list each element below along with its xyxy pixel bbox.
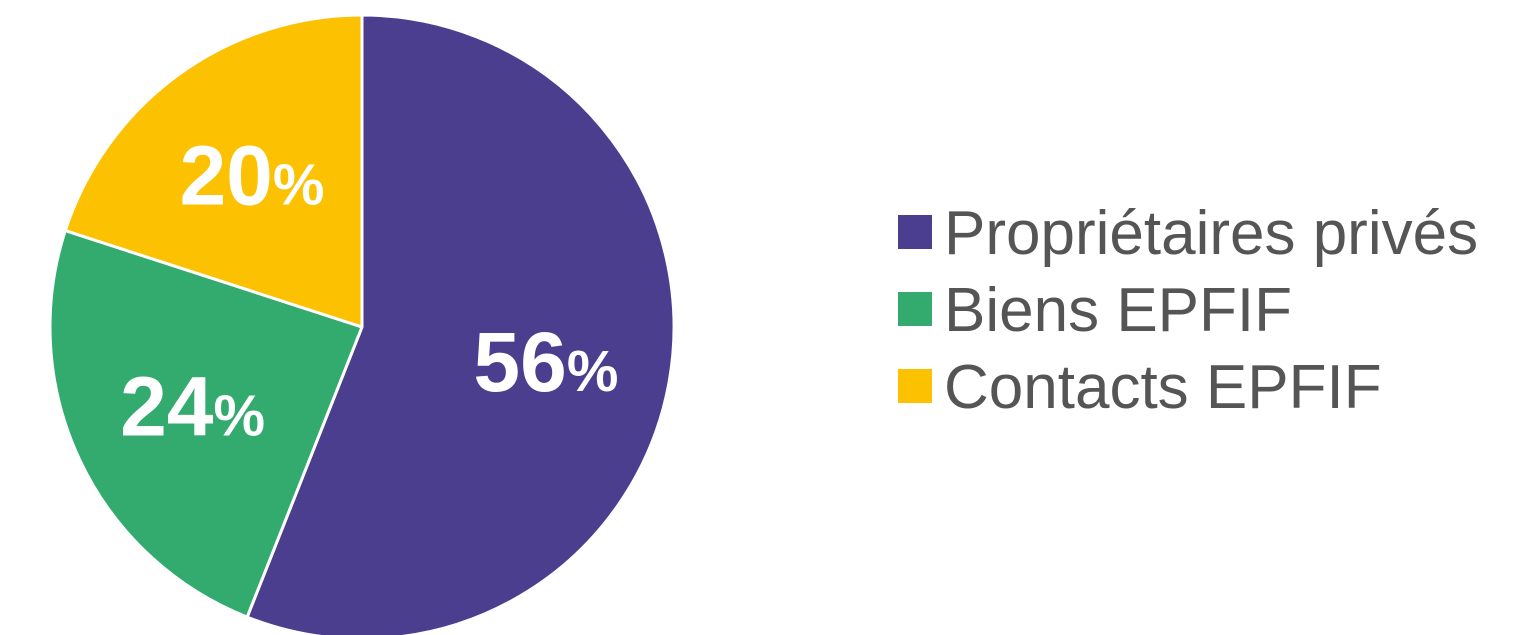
data-label-contacts-epfif: 20% — [179, 129, 324, 223]
legend-label-biens-epfif: Biens EPFIF — [944, 276, 1292, 345]
legend: Propriétaires privés Biens EPFIF Contacts … — [898, 199, 1478, 422]
pie-data-labels: 56% 24% 20% — [120, 129, 618, 454]
data-label-biens-epfif: 24% — [120, 360, 265, 454]
legend-swatch-proprietaires-prives — [898, 215, 932, 249]
pie-slice-contacts-epfif — [63, 13, 364, 329]
legend-swatch-contacts-epfif — [898, 369, 932, 403]
pie-slices — [48, 13, 676, 635]
legend-swatch-biens-epfif — [898, 292, 932, 326]
pie-slice-biens-epfif — [48, 229, 364, 619]
legend-label-proprietaires-prives: Propriétaires privés — [944, 199, 1478, 268]
data-label-proprietaires-prives: 56% — [473, 315, 618, 409]
pie-slice-proprietaires-prives — [245, 13, 676, 635]
legend-label-contacts-epfif: Contacts EPFIF — [944, 353, 1382, 422]
